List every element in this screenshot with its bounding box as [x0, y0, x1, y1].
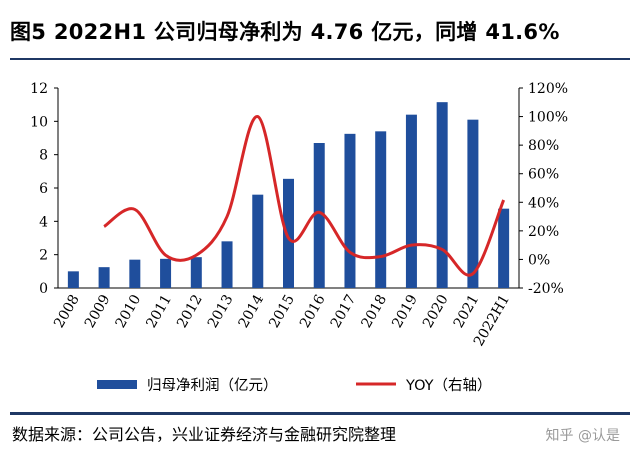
data-source-note: 数据来源：公司公告，兴业证券经济与金融研究院整理	[12, 425, 397, 444]
yoy-line	[103, 115, 506, 277]
x-tick-label: 2019	[389, 292, 421, 331]
chart-area: 0 2 4 6 8 10 12 -20% 0% 20% 40% 60% 80% 100% 120% 2008…	[30, 81, 568, 394]
bar	[67, 271, 79, 288]
bar	[190, 257, 202, 288]
y-left-tick-label: 12	[30, 81, 48, 97]
x-tick-label: 2021	[451, 292, 483, 331]
x-tick-label: 2018	[358, 292, 390, 331]
bar	[436, 102, 448, 289]
y-right-tick-label: 100%	[528, 110, 568, 126]
y-right-tick-label: 60%	[528, 167, 559, 183]
y-left-tick-label: 6	[39, 181, 48, 197]
bar	[405, 114, 417, 289]
x-tick-label: 2016	[297, 292, 329, 331]
footer-divider	[10, 412, 630, 415]
chart-title: 图5 2022H1 公司归母净利为 4.76 亿元，同增 41.6%	[10, 20, 560, 44]
bar	[129, 259, 141, 288]
x-axis-labels: 2008 2009 2010 2011 2012 2013 2014 2015 2016 2017…	[51, 292, 513, 349]
y-right-tick-label: 120%	[528, 81, 568, 97]
bar	[283, 178, 294, 288]
line-series	[103, 115, 506, 277]
y-left-tick-label: 2	[39, 248, 48, 264]
legend-bar-label: 归母净利润（亿元）	[147, 377, 278, 394]
y-right-tick-label: 20%	[528, 224, 559, 240]
x-tick-label: 2017	[328, 292, 360, 331]
y-left-tick-label: 4	[39, 214, 48, 230]
legend-line-label: YOY（右轴）	[405, 377, 492, 394]
x-tick-label: 2008	[51, 292, 83, 331]
watermark: 知乎 @认是	[545, 428, 620, 444]
bar	[498, 208, 510, 288]
x-tick-label: 2009	[82, 292, 114, 331]
y-left-tick-label: 8	[39, 148, 48, 164]
y-left-tick-label: 10	[30, 114, 48, 130]
bar	[221, 241, 233, 288]
bar-series	[67, 102, 510, 289]
bar	[313, 143, 325, 288]
x-tick-label: 2012	[174, 292, 206, 331]
bar	[98, 267, 110, 288]
bar	[344, 133, 356, 288]
x-tick-label: 2020	[420, 292, 452, 331]
title-divider	[10, 58, 630, 60]
legend-bar-swatch	[97, 380, 137, 389]
x-tick-label: 2010	[113, 292, 145, 331]
x-tick-label: 2011	[143, 292, 175, 331]
y-right-tick-label: -20%	[528, 281, 564, 297]
bar	[375, 131, 387, 288]
bar	[160, 258, 172, 288]
y-right-tick-label: 0%	[528, 252, 550, 268]
bar	[467, 119, 479, 289]
x-tick-label: 2014	[236, 292, 268, 331]
legend: 归母净利润（亿元） YOY（右轴）	[97, 377, 492, 394]
y-left-tick-label: 0	[39, 281, 48, 297]
x-tick-label: 2013	[205, 292, 237, 331]
chart-axes: 0 2 4 6 8 10 12 -20% 0% 20% 40% 60% 80% 100% 120%	[30, 81, 568, 297]
bar	[252, 194, 264, 288]
x-tick-label: 2015	[266, 292, 298, 331]
y-right-tick-label: 40%	[528, 195, 559, 211]
y-right-tick-label: 80%	[528, 138, 559, 154]
